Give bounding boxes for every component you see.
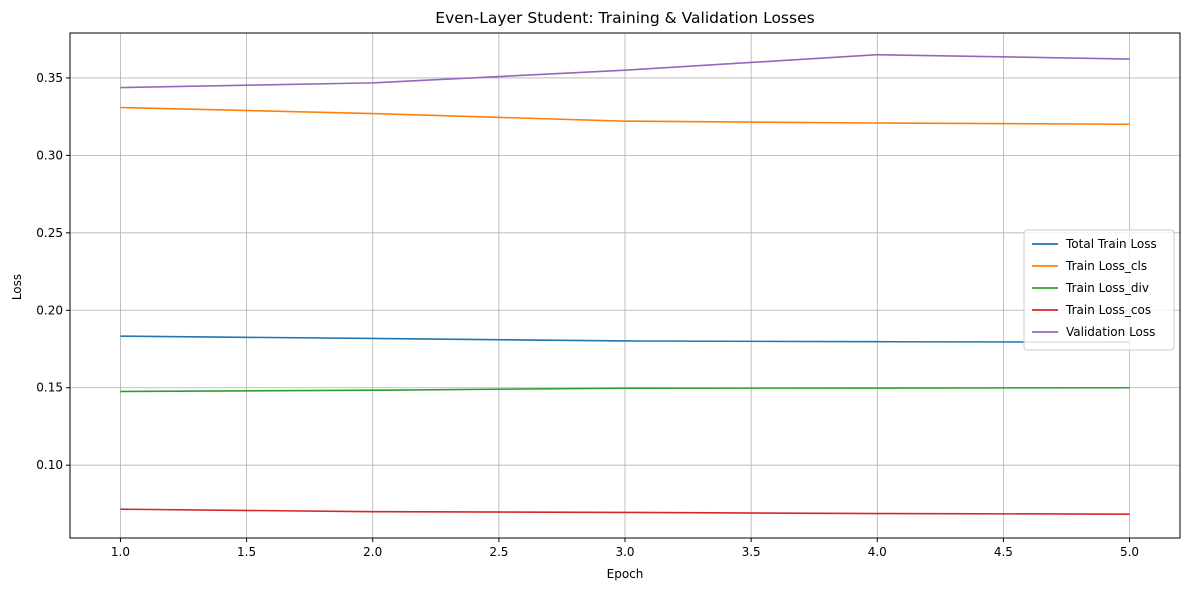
- x-tick-label: 1.5: [237, 545, 256, 559]
- legend-label: Train Loss_div: [1065, 281, 1149, 295]
- x-tick-label: 4.0: [868, 545, 887, 559]
- legend-label: Validation Loss: [1066, 325, 1155, 339]
- y-tick-label: 0.35: [36, 71, 63, 85]
- x-tick-label: 1.0: [111, 545, 130, 559]
- x-axis-label: Epoch: [607, 567, 644, 581]
- legend-label: Train Loss_cos: [1065, 303, 1151, 317]
- series-line-train-loss-cos: [120, 508, 1130, 515]
- y-tick-label: 0.25: [36, 226, 63, 240]
- y-tick-label: 0.20: [36, 303, 63, 317]
- series-line-validation-loss: [120, 53, 1130, 89]
- legend-label: Train Loss_cls: [1065, 259, 1147, 273]
- y-tick-label: 0.30: [36, 148, 63, 162]
- y-tick-label: 0.15: [36, 381, 63, 395]
- y-tick-label: 0.10: [36, 458, 63, 472]
- x-tick-label: 3.0: [615, 545, 634, 559]
- x-tick-label: 4.5: [994, 545, 1013, 559]
- x-tick-label: 2.0: [363, 545, 382, 559]
- grid: [70, 33, 1180, 538]
- x-tick-label: 3.5: [742, 545, 761, 559]
- y-axis-label: Loss: [10, 274, 24, 300]
- legend: Total Train Loss Train Loss_cls Train Loss…: [1023, 229, 1175, 351]
- x-tick-label: 2.5: [489, 545, 508, 559]
- chart-title: Even-Layer Student: Training & Validatio…: [435, 9, 814, 27]
- series-line-train-loss-cls: [120, 106, 1130, 126]
- series-line-total-train-loss: [120, 335, 1130, 344]
- legend-label: Total Train Loss: [1065, 237, 1157, 251]
- x-tick-label: 5.0: [1120, 545, 1139, 559]
- series-line-train-loss-div: [120, 386, 1130, 393]
- series-lines: [120, 53, 1130, 515]
- legend-box: [1023, 229, 1175, 351]
- axis-ticks: 1.0 1.5 2.0 2.5 3.0 3.5 4.0 4.5 5.0 0.10 0.15 0.20 0…: [36, 71, 1139, 559]
